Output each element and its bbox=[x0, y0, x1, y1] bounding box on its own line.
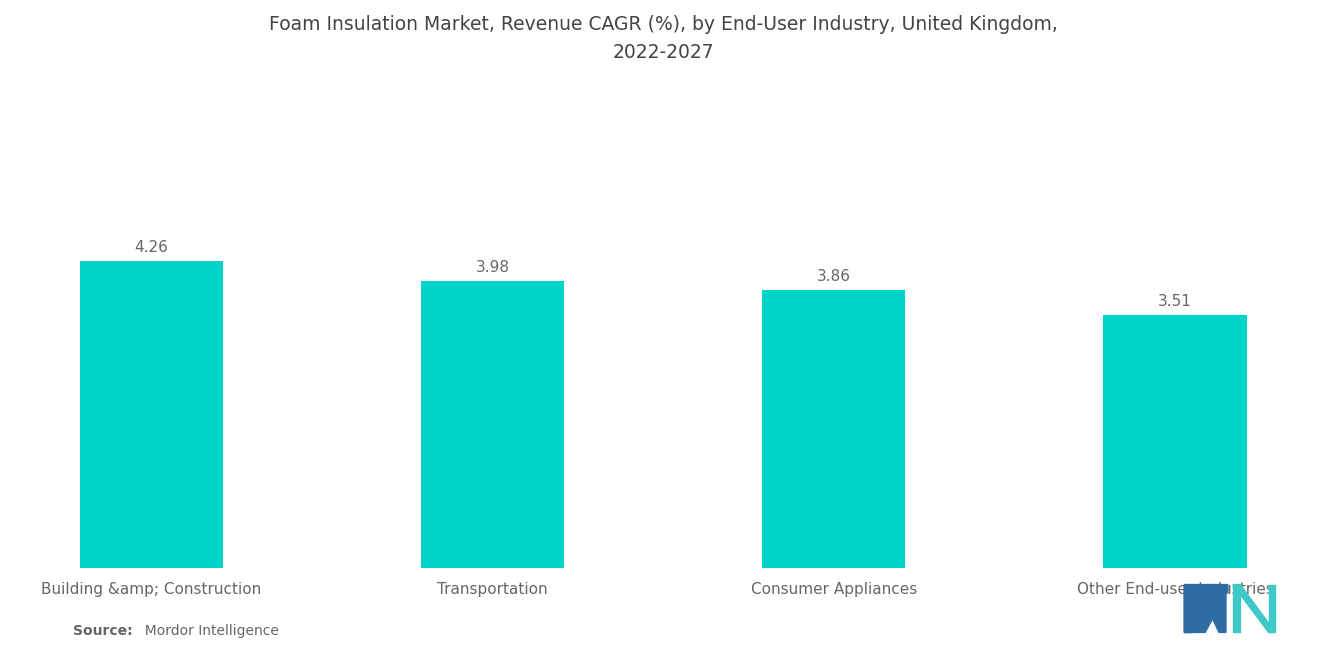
Text: 3.98: 3.98 bbox=[475, 261, 510, 275]
Polygon shape bbox=[1184, 585, 1226, 632]
Text: Mordor Intelligence: Mordor Intelligence bbox=[136, 624, 279, 638]
Polygon shape bbox=[1269, 585, 1275, 632]
Bar bbox=[1104, 315, 1246, 568]
Polygon shape bbox=[1184, 585, 1192, 632]
Text: 4.26: 4.26 bbox=[135, 240, 169, 255]
Text: Source:: Source: bbox=[73, 624, 132, 638]
Bar bbox=[421, 281, 565, 568]
Polygon shape bbox=[1233, 585, 1241, 632]
Polygon shape bbox=[1233, 585, 1275, 632]
Bar bbox=[79, 261, 223, 568]
Polygon shape bbox=[1184, 585, 1228, 632]
Text: 3.86: 3.86 bbox=[817, 269, 851, 284]
Bar bbox=[762, 290, 906, 568]
Title: Foam Insulation Market, Revenue CAGR (%), by End-User Industry, United Kingdom,
: Foam Insulation Market, Revenue CAGR (%)… bbox=[269, 15, 1057, 62]
Text: 3.51: 3.51 bbox=[1158, 295, 1192, 309]
